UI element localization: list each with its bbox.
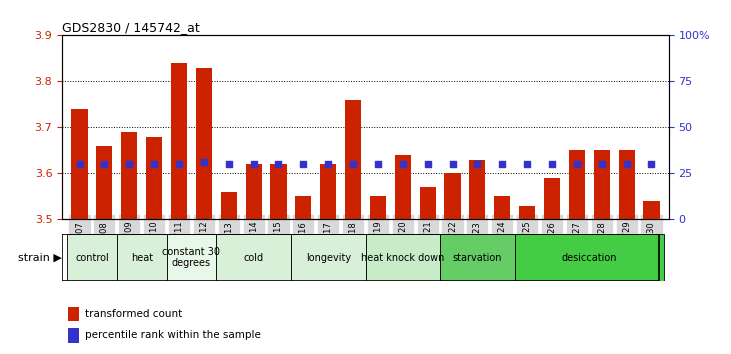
- Point: [447, 161, 458, 167]
- Text: percentile rank within the sample: percentile rank within the sample: [86, 330, 261, 341]
- FancyBboxPatch shape: [117, 234, 167, 281]
- Point: [496, 161, 508, 167]
- Point: [173, 161, 185, 167]
- FancyBboxPatch shape: [67, 234, 117, 281]
- Point: [372, 161, 384, 167]
- FancyBboxPatch shape: [291, 234, 366, 281]
- Point: [74, 161, 86, 167]
- Text: longevity: longevity: [306, 252, 351, 263]
- Bar: [395, 155, 411, 219]
- Point: [596, 161, 607, 167]
- Text: heat knock down: heat knock down: [361, 252, 444, 263]
- Point: [248, 161, 260, 167]
- Point: [99, 161, 110, 167]
- Point: [148, 161, 160, 167]
- Text: strain ▶: strain ▶: [18, 252, 61, 263]
- Text: control: control: [75, 252, 109, 263]
- Point: [521, 161, 533, 167]
- Point: [223, 161, 235, 167]
- Bar: [320, 164, 336, 219]
- Point: [298, 161, 309, 167]
- Bar: [444, 173, 461, 219]
- Text: heat: heat: [131, 252, 153, 263]
- Bar: [345, 100, 361, 219]
- Bar: [196, 68, 212, 219]
- Point: [571, 161, 583, 167]
- Bar: [96, 146, 113, 219]
- FancyBboxPatch shape: [167, 234, 216, 281]
- Point: [322, 161, 334, 167]
- Point: [347, 161, 359, 167]
- Text: desiccation: desiccation: [561, 252, 617, 263]
- Bar: [544, 178, 560, 219]
- Bar: [594, 150, 610, 219]
- Point: [471, 161, 483, 167]
- FancyBboxPatch shape: [366, 234, 440, 281]
- Bar: [68, 307, 79, 321]
- Bar: [569, 150, 585, 219]
- Bar: [121, 132, 137, 219]
- FancyBboxPatch shape: [515, 234, 664, 281]
- Bar: [246, 164, 262, 219]
- Point: [645, 161, 657, 167]
- Bar: [221, 192, 237, 219]
- Bar: [420, 187, 436, 219]
- Bar: [519, 206, 535, 219]
- Text: GDS2830 / 145742_at: GDS2830 / 145742_at: [62, 21, 200, 34]
- Point: [273, 161, 284, 167]
- Bar: [643, 201, 659, 219]
- Bar: [270, 164, 287, 219]
- Bar: [295, 196, 311, 219]
- Point: [546, 161, 558, 167]
- Text: constant 30
degrees: constant 30 degrees: [162, 247, 221, 268]
- Bar: [171, 63, 187, 219]
- FancyBboxPatch shape: [440, 234, 515, 281]
- Bar: [618, 150, 635, 219]
- Bar: [469, 160, 485, 219]
- FancyBboxPatch shape: [216, 234, 291, 281]
- Point: [422, 161, 433, 167]
- Bar: [370, 196, 386, 219]
- Text: cold: cold: [243, 252, 264, 263]
- Bar: [494, 196, 510, 219]
- Text: starvation: starvation: [452, 252, 502, 263]
- Point: [124, 161, 135, 167]
- Bar: [68, 328, 79, 343]
- Point: [621, 161, 632, 167]
- Bar: [146, 137, 162, 219]
- Point: [198, 160, 210, 165]
- Bar: [72, 109, 88, 219]
- Point: [397, 161, 409, 167]
- Text: transformed count: transformed count: [86, 309, 183, 319]
